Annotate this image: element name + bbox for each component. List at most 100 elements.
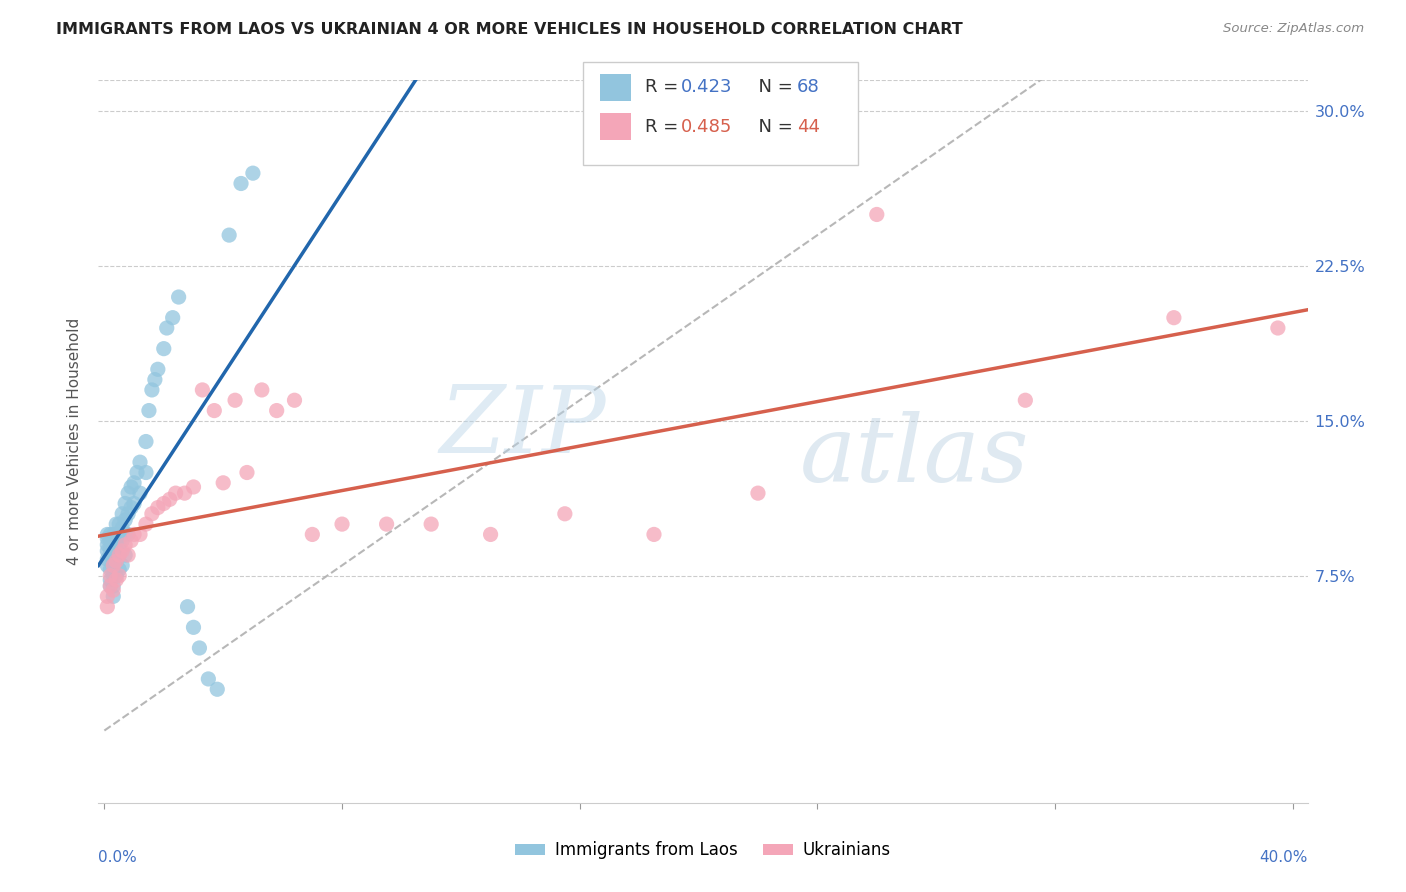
Point	[111, 507, 134, 521]
Point	[103, 527, 125, 541]
Point	[197, 672, 219, 686]
Point	[129, 455, 152, 469]
Legend: Immigrants from Laos, Ukrainians: Immigrants from Laos, Ukrainians	[515, 841, 891, 860]
Point	[420, 517, 443, 532]
Point	[1267, 321, 1289, 335]
Text: IMMIGRANTS FROM LAOS VS UKRAINIAN 4 OR MORE VEHICLES IN HOUSEHOLD CORRELATION CH: IMMIGRANTS FROM LAOS VS UKRAINIAN 4 OR M…	[56, 22, 963, 37]
Point	[747, 486, 769, 500]
Point	[1163, 310, 1185, 325]
Point	[103, 579, 125, 593]
Point	[152, 342, 174, 356]
Text: 40.0%: 40.0%	[1260, 850, 1308, 864]
Point	[183, 480, 205, 494]
Point	[146, 362, 169, 376]
Text: ZIP: ZIP	[440, 382, 606, 472]
Text: 68: 68	[797, 78, 820, 96]
Text: R =: R =	[645, 118, 685, 136]
Point	[96, 538, 118, 552]
Point	[188, 640, 211, 655]
Point	[122, 496, 145, 510]
Point	[103, 583, 125, 598]
Point	[375, 517, 398, 532]
Point	[224, 393, 246, 408]
Point	[96, 558, 118, 573]
Point	[122, 475, 145, 490]
Point	[108, 548, 131, 562]
Point	[105, 538, 128, 552]
Point	[117, 527, 139, 541]
Point	[114, 527, 136, 541]
Point	[98, 562, 121, 576]
Point	[173, 486, 195, 500]
Point	[266, 403, 288, 417]
Point	[108, 568, 131, 582]
Point	[108, 538, 131, 552]
Point	[108, 517, 131, 532]
Point	[207, 682, 229, 697]
Point	[159, 492, 181, 507]
Point	[96, 590, 118, 604]
Point	[103, 538, 125, 552]
Point	[191, 383, 214, 397]
Point	[236, 466, 259, 480]
Point	[1014, 393, 1036, 408]
Point	[141, 383, 163, 397]
Point	[129, 486, 152, 500]
Point	[117, 548, 139, 562]
Point	[98, 541, 121, 556]
Point	[138, 403, 160, 417]
Point	[96, 552, 118, 566]
Point	[129, 527, 152, 541]
Point	[108, 562, 131, 576]
Point	[105, 568, 128, 582]
Point	[96, 527, 118, 541]
Point	[156, 321, 179, 335]
Point	[111, 533, 134, 548]
Point	[114, 496, 136, 510]
Point	[176, 599, 198, 614]
Point	[117, 486, 139, 500]
Point	[120, 533, 142, 548]
Point	[301, 527, 323, 541]
Point	[108, 527, 131, 541]
Point	[114, 513, 136, 527]
Point	[283, 393, 305, 408]
Text: N =: N =	[747, 118, 799, 136]
Point	[120, 500, 142, 515]
Point	[135, 434, 157, 449]
Point	[120, 480, 142, 494]
Text: 44: 44	[797, 118, 820, 136]
Point	[212, 475, 235, 490]
Point	[866, 207, 889, 221]
Point	[98, 579, 121, 593]
Point	[105, 554, 128, 568]
Text: Source: ZipAtlas.com: Source: ZipAtlas.com	[1223, 22, 1364, 36]
Point	[96, 599, 118, 614]
Point	[98, 548, 121, 562]
Point	[218, 228, 240, 243]
Point	[105, 554, 128, 568]
Text: 0.485: 0.485	[681, 118, 733, 136]
Point	[162, 310, 184, 325]
Text: N =: N =	[747, 78, 799, 96]
Point	[152, 496, 174, 510]
Point	[98, 533, 121, 548]
Point	[105, 573, 128, 587]
Point	[111, 521, 134, 535]
Point	[165, 486, 187, 500]
Point	[117, 507, 139, 521]
Point	[103, 558, 125, 573]
Point	[330, 517, 353, 532]
Point	[229, 177, 252, 191]
Point	[96, 544, 118, 558]
Point	[146, 500, 169, 515]
Point	[135, 517, 157, 532]
Point	[103, 533, 125, 548]
Point	[135, 466, 157, 480]
Point	[202, 403, 225, 417]
Point	[105, 527, 128, 541]
Text: R =: R =	[645, 78, 685, 96]
Point	[479, 527, 502, 541]
Point	[114, 548, 136, 562]
Point	[183, 620, 205, 634]
